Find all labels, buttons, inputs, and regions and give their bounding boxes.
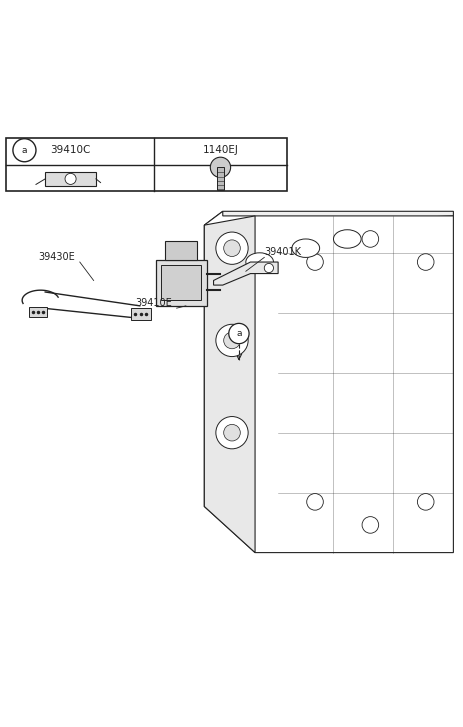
- Polygon shape: [45, 172, 96, 186]
- Circle shape: [264, 263, 273, 273]
- Circle shape: [215, 417, 248, 449]
- Circle shape: [13, 139, 36, 162]
- Circle shape: [306, 494, 323, 510]
- Circle shape: [223, 332, 240, 349]
- Circle shape: [417, 494, 433, 510]
- Bar: [130, 308, 151, 320]
- Text: 39410E: 39410E: [135, 298, 172, 308]
- Text: 39430E: 39430E: [38, 252, 75, 262]
- Circle shape: [228, 324, 249, 344]
- Bar: [156, 260, 206, 306]
- Circle shape: [306, 254, 323, 270]
- Bar: [161, 265, 200, 300]
- Bar: [6, 137, 287, 190]
- Circle shape: [361, 230, 378, 247]
- Circle shape: [417, 254, 433, 270]
- Polygon shape: [204, 216, 255, 553]
- Text: 39401K: 39401K: [264, 247, 300, 257]
- Polygon shape: [204, 212, 452, 225]
- Ellipse shape: [333, 230, 360, 248]
- Circle shape: [223, 425, 240, 441]
- Ellipse shape: [245, 253, 273, 271]
- Text: a: a: [22, 145, 27, 155]
- Text: 1140EJ: 1140EJ: [202, 145, 238, 156]
- Polygon shape: [213, 262, 277, 285]
- Circle shape: [215, 232, 248, 265]
- Bar: [29, 308, 46, 318]
- Circle shape: [223, 240, 240, 257]
- Circle shape: [65, 173, 76, 185]
- Bar: [216, 167, 224, 190]
- Ellipse shape: [291, 239, 319, 257]
- Bar: [165, 241, 197, 260]
- Circle shape: [215, 324, 248, 356]
- Circle shape: [361, 517, 378, 533]
- Circle shape: [210, 157, 230, 177]
- Text: a: a: [236, 329, 241, 338]
- Polygon shape: [204, 212, 452, 553]
- Text: 39410C: 39410C: [50, 145, 91, 156]
